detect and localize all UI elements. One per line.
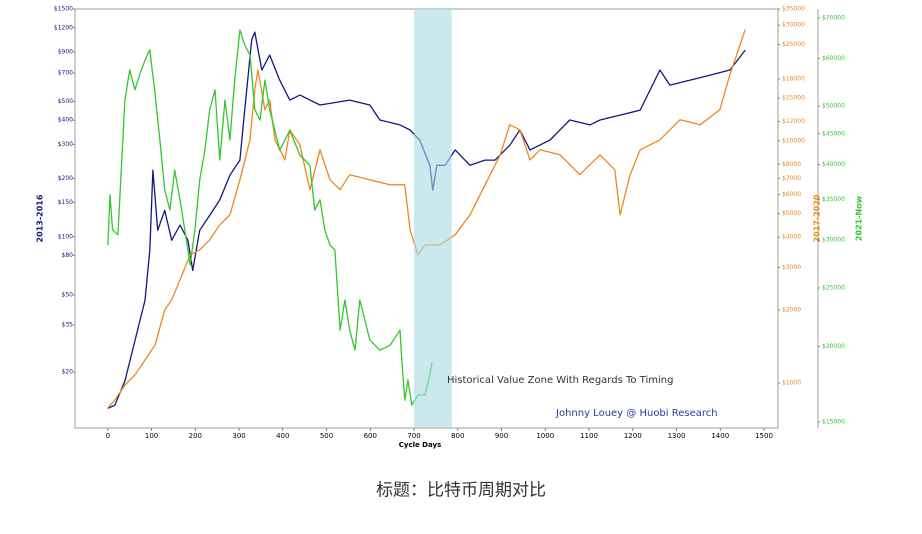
y-tick-label: $20000 [822, 343, 845, 350]
y-tick-label: $30000 [822, 237, 845, 244]
y-tick-label: $30000 [782, 22, 805, 29]
y-tick-label: $25000 [822, 284, 845, 291]
y-tick-label: $50000 [822, 103, 845, 110]
y-tick-label: $8000 [782, 161, 801, 168]
y-tick-label: $150 [58, 199, 73, 206]
y-tick-label: $25000 [782, 41, 805, 48]
y-tick-label: $2000 [782, 307, 801, 314]
y-tick-label: $3000 [782, 264, 801, 271]
y-tick-label: $20 [62, 369, 74, 376]
y-tick-label: $35000 [822, 196, 845, 203]
y-tick-label: $80 [62, 252, 74, 259]
y-tick-label: $12000 [782, 118, 805, 125]
y-tick-label: $35 [62, 322, 74, 329]
x-tick-label: 100 [145, 432, 158, 440]
y-tick-label: $10000 [782, 137, 805, 144]
x-tick-label: 1200 [624, 432, 642, 440]
y-tick-label: $900 [58, 48, 73, 55]
y-tick-label: $70000 [822, 14, 845, 21]
y-tick-label: $50 [62, 292, 74, 299]
y-tick-label: $18000 [782, 75, 805, 82]
x-axis-label: Cycle Days [399, 441, 441, 449]
y-tick-label: $300 [58, 141, 73, 148]
annotation: Historical Value Zone With Regards To Ti… [447, 375, 673, 386]
y-tick-label: $4000 [782, 234, 801, 241]
series-line [107, 31, 746, 409]
x-tick-label: 500 [320, 432, 333, 440]
y-tick-label: $45000 [822, 130, 845, 137]
y-tick-label: $200 [58, 175, 73, 182]
y-tick-label: $60000 [822, 55, 845, 62]
y-tick-label: $15000 [782, 95, 805, 102]
x-tick-label: 1100 [580, 432, 598, 440]
x-tick-label: 900 [495, 432, 508, 440]
y-tick-label: $700 [58, 70, 73, 77]
x-tick-label: 1300 [668, 432, 686, 440]
y-tick-label: $1500 [54, 6, 73, 13]
y-tick-label: $35000 [782, 6, 805, 13]
y-tick-label: $1000 [782, 380, 801, 387]
y-tick-label: $40000 [822, 161, 845, 168]
y-tick-label: $5000 [782, 210, 801, 217]
y-tick-label: $400 [58, 117, 73, 124]
x-tick-label: 400 [276, 432, 289, 440]
series-line [107, 29, 746, 409]
y-tick-label: $100 [58, 233, 73, 240]
axis-title: 2017-2020 [813, 194, 822, 242]
series-line [107, 29, 433, 406]
x-tick-label: 600 [364, 432, 377, 440]
x-tick-label: 0 [106, 432, 110, 440]
highlight-zone [414, 9, 452, 428]
axis-title: 2013-2016 [36, 194, 45, 242]
caption: 标题：比特币周期对比 [376, 481, 546, 501]
x-tick-label: 1500 [755, 432, 773, 440]
x-tick-label: 700 [407, 432, 420, 440]
x-tick-label: 300 [232, 432, 245, 440]
y-tick-label: $1200 [54, 24, 73, 31]
x-tick-label: 800 [451, 432, 464, 440]
axis-title: 2021-Now [855, 195, 864, 241]
x-tick-label: 1400 [711, 432, 729, 440]
y-tick-label: $6000 [782, 191, 801, 198]
annotation: Johnny Louey @ Huobi Research [555, 408, 718, 419]
y-tick-label: $7000 [782, 175, 801, 182]
y-tick-label: $500 [58, 98, 73, 105]
y-tick-label: $15000 [822, 418, 845, 425]
x-tick-label: 1000 [536, 432, 554, 440]
x-tick-label: 200 [189, 432, 202, 440]
